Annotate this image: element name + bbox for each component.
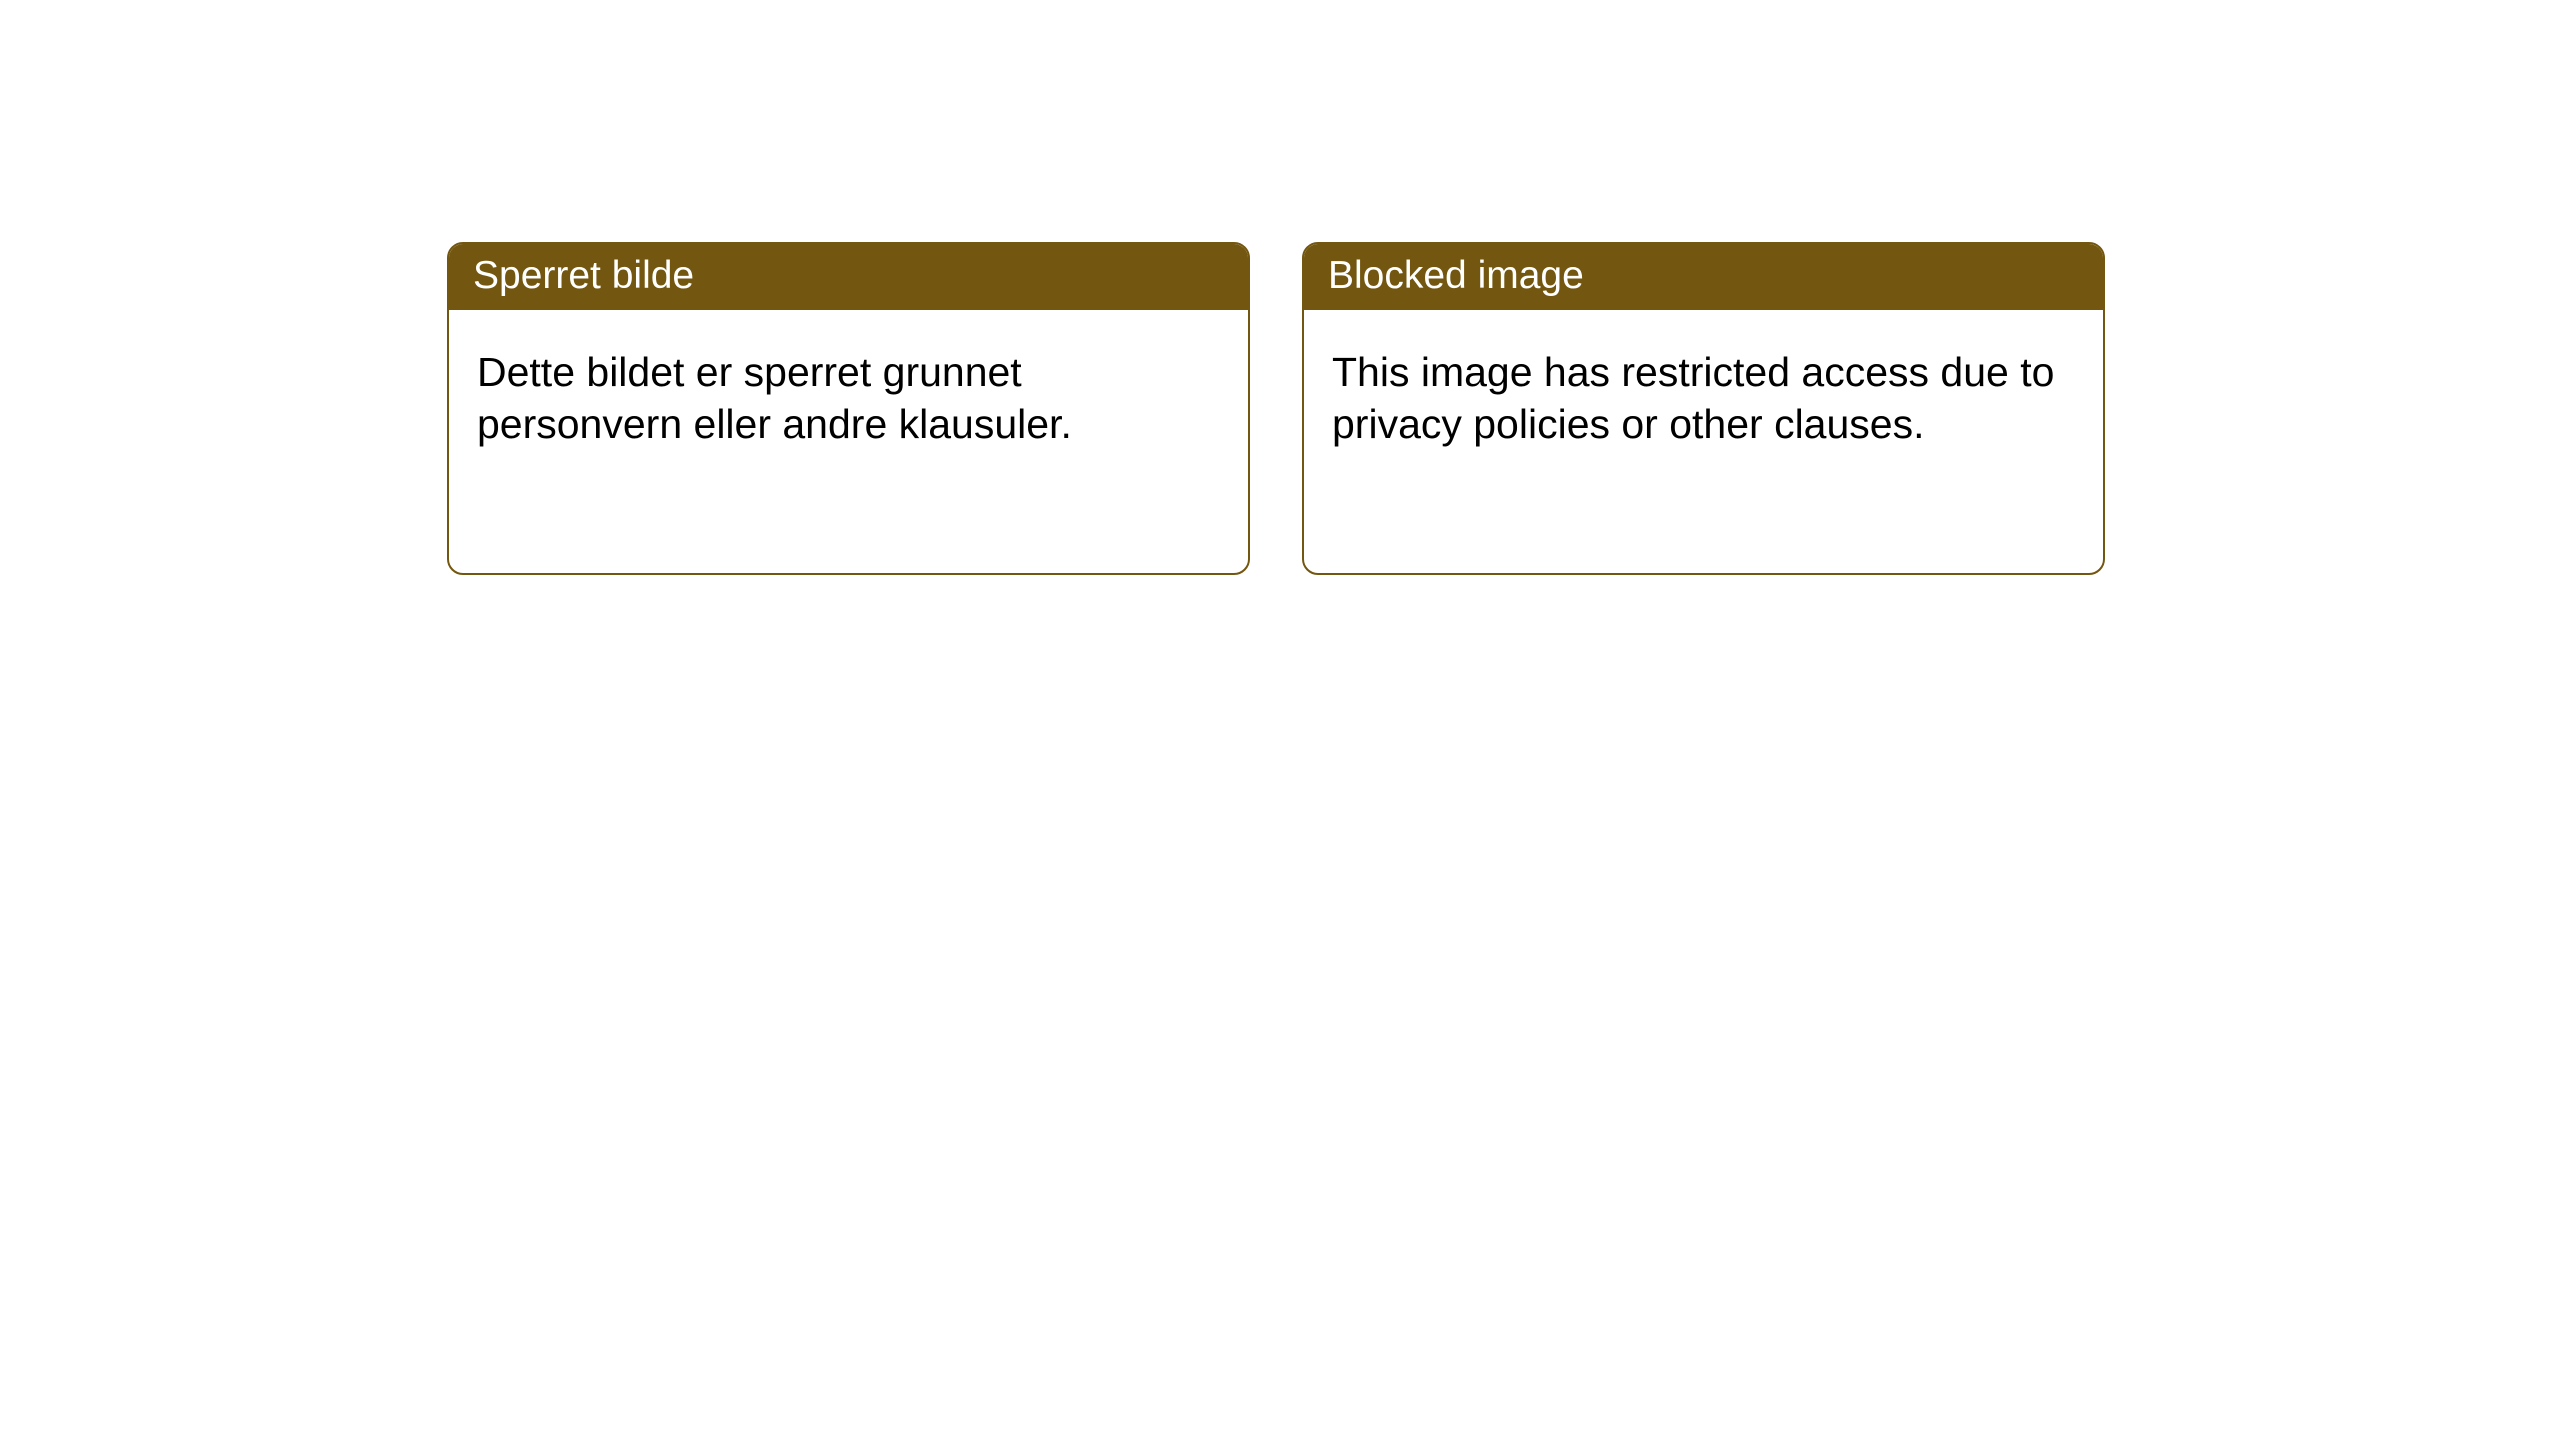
card-body-norwegian: Dette bildet er sperret grunnet personve… — [449, 310, 1248, 487]
card-header-english: Blocked image — [1304, 244, 2103, 310]
card-body-english: This image has restricted access due to … — [1304, 310, 2103, 487]
blocked-image-card-norwegian: Sperret bilde Dette bildet er sperret gr… — [447, 242, 1250, 575]
notice-cards-container: Sperret bilde Dette bildet er sperret gr… — [447, 242, 2105, 575]
blocked-image-card-english: Blocked image This image has restricted … — [1302, 242, 2105, 575]
card-header-norwegian: Sperret bilde — [449, 244, 1248, 310]
